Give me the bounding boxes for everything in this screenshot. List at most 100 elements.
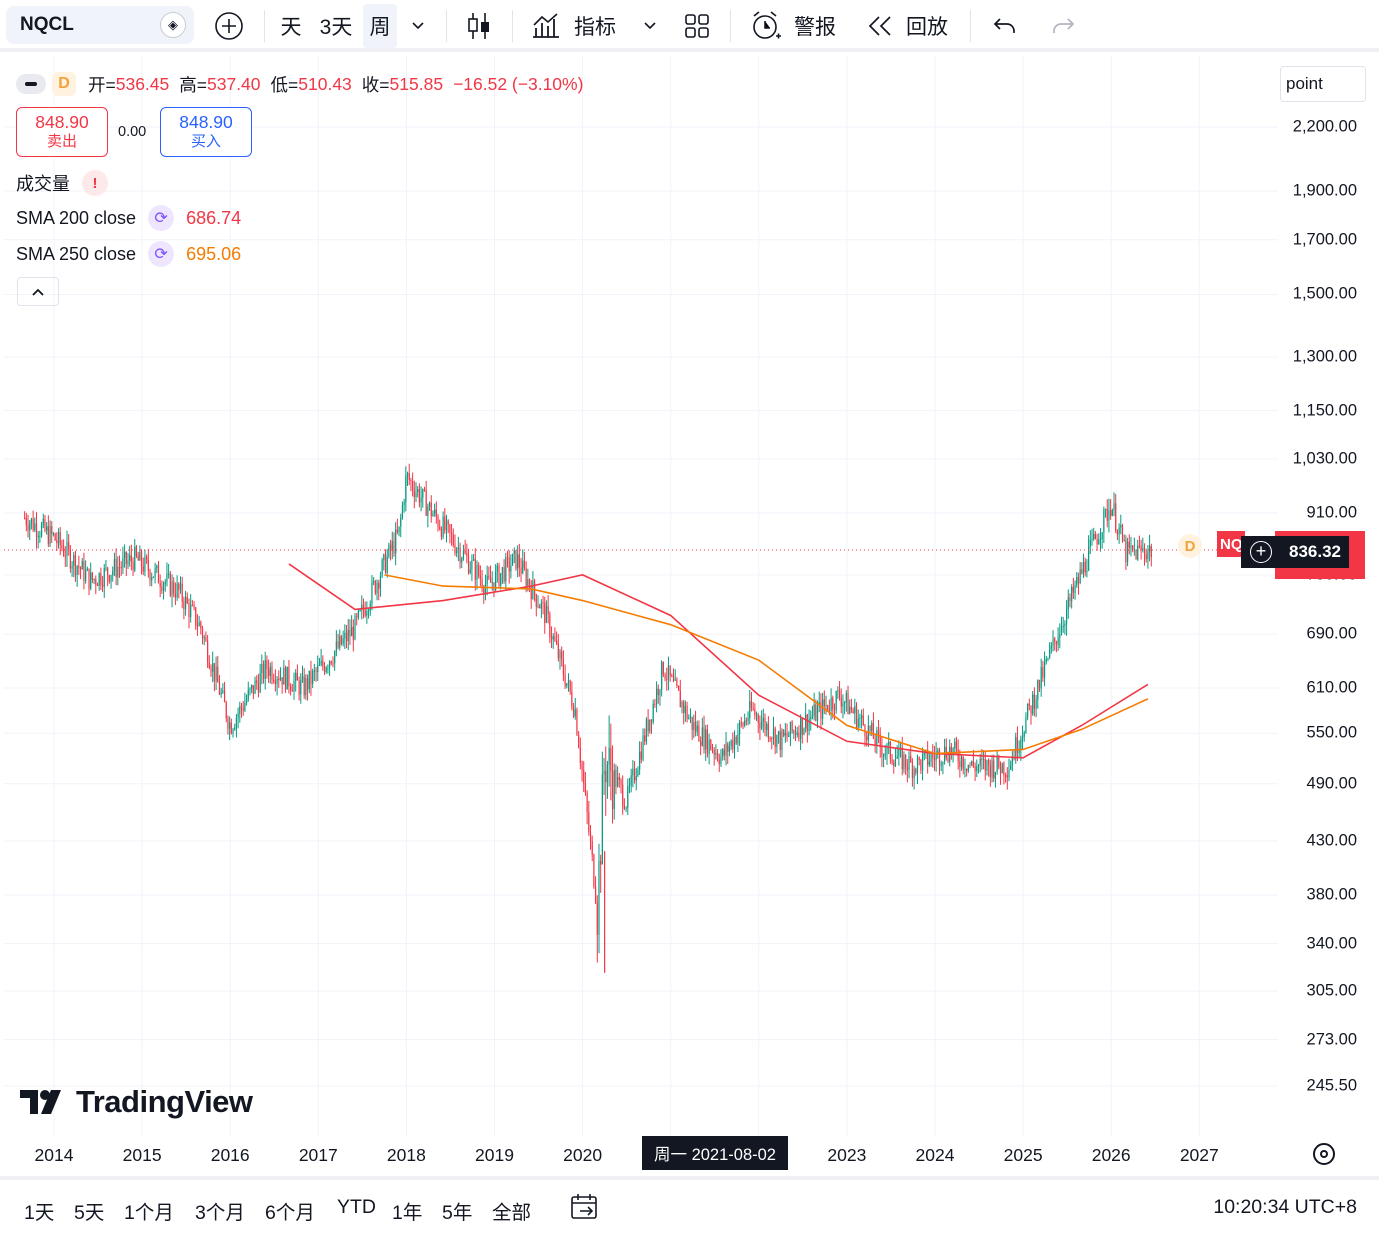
interval-dropdown[interactable] [404, 6, 432, 46]
buy-price: 848.90 [179, 112, 233, 132]
tradingview-watermark[interactable]: TradingView [20, 1084, 253, 1120]
candle-body [1133, 549, 1135, 551]
indicator-name: 成交量 [16, 174, 70, 194]
candle-body [469, 569, 471, 573]
candle-body [647, 719, 649, 732]
chart-pane[interactable] [0, 56, 1379, 1136]
candle-body [725, 743, 727, 756]
candle-body [61, 545, 63, 549]
candle-body [1150, 546, 1152, 557]
collapse-legend-button[interactable] [17, 277, 59, 306]
candle-body [727, 743, 729, 752]
candle-body [1067, 597, 1069, 610]
candle-body [578, 734, 580, 748]
range-button[interactable]: 3个月 [195, 1202, 245, 1224]
time-tick-label: 2019 [475, 1145, 514, 1165]
candle-body [262, 663, 265, 679]
candle-body [738, 722, 741, 734]
time-axis[interactable]: 周一 2021-08-02 2014 2015 2016 2017 2018 2019 20… [0, 1136, 1379, 1172]
candle-body [1108, 510, 1110, 521]
goto-date-button[interactable] [570, 1192, 600, 1227]
candle-body [239, 705, 241, 714]
price-axis[interactable]: 2,200.00 1,900.00 1,700.00 1,500.00 1,300.00… [1278, 56, 1379, 1136]
warning-icon[interactable]: ! [82, 170, 108, 196]
diamond-icon[interactable]: ◈ [160, 12, 186, 38]
candle-body [252, 685, 254, 694]
range-button[interactable]: 1天 [24, 1202, 55, 1224]
candle-body [68, 541, 70, 549]
candle-body [1142, 548, 1144, 550]
candle-body [169, 573, 171, 596]
candle-body [196, 625, 199, 627]
candle-body [618, 777, 620, 781]
candle-body [127, 560, 129, 565]
add-alert-at-price-button[interactable]: + [1241, 536, 1281, 568]
range-button[interactable]: 5年 [442, 1202, 473, 1224]
candle-body [129, 555, 131, 561]
dividend-marker[interactable]: D [1178, 534, 1202, 558]
indicator-volume[interactable]: 成交量 ! [16, 170, 120, 196]
candle-body [708, 739, 710, 754]
undo-button[interactable] [988, 6, 1022, 46]
candle-body [90, 572, 92, 589]
candle-body [283, 667, 285, 685]
interval-1d[interactable]: 天 [280, 16, 302, 39]
legend-toggle-icon[interactable] [16, 74, 46, 94]
indicator-sma250[interactable]: SMA 250 close ⟳ 695.06 [16, 241, 242, 267]
alert-button[interactable]: 警报 [750, 6, 840, 46]
alarm-clock-icon [753, 11, 781, 39]
candle-body [1126, 541, 1129, 563]
range-button[interactable]: 5天 [74, 1202, 105, 1224]
candle-body [44, 518, 46, 531]
range-button[interactable]: 全部 [492, 1202, 532, 1224]
candle-body [783, 730, 785, 736]
range-button[interactable]: 1个月 [124, 1202, 174, 1224]
candle-body [193, 605, 195, 608]
layout-button[interactable] [680, 6, 714, 46]
candle-body [1076, 576, 1078, 585]
price-chart[interactable] [0, 56, 1379, 1136]
candle-body [728, 746, 731, 752]
candle-body [777, 731, 780, 736]
candle-body [403, 502, 405, 505]
refresh-icon[interactable]: ⟳ [148, 241, 175, 267]
candle-body [191, 605, 193, 607]
candle-body [464, 550, 466, 554]
range-button[interactable]: 1年 [392, 1202, 423, 1224]
settings-gear-icon[interactable] [1313, 1143, 1335, 1165]
sell-button[interactable]: 848.90 卖出 [16, 107, 108, 157]
candle-body [971, 761, 973, 766]
candle-body [855, 706, 858, 728]
candle-body [1135, 549, 1137, 560]
interval-3d[interactable]: 3天 [319, 16, 353, 39]
candle-body [242, 708, 244, 711]
unit-label[interactable]: point [1280, 66, 1366, 102]
candle-body [222, 690, 224, 693]
buy-button[interactable]: 848.90 买入 [160, 107, 252, 157]
redo-button[interactable] [1046, 6, 1080, 46]
clock[interactable]: 10:20:34 UTC+8 [1213, 1196, 1357, 1218]
symbol-search[interactable]: NQCL ◈ [6, 6, 194, 44]
sell-label: 卖出 [46, 133, 77, 150]
indicator-value: 695.06 [186, 243, 242, 264]
interval-1w[interactable]: 周 [363, 4, 397, 48]
candle-body [574, 709, 576, 717]
time-tick-label: 2027 [1179, 1145, 1219, 1165]
candle-body [359, 609, 361, 611]
indicator-sma200[interactable]: SMA 200 close ⟳ 686.74 [16, 205, 241, 231]
candle-body [761, 722, 763, 729]
candle-body [176, 583, 178, 598]
chart-type-button[interactable] [460, 6, 498, 46]
candle-body [679, 690, 681, 708]
candle-body [1099, 538, 1102, 540]
refresh-icon[interactable]: ⟳ [148, 205, 175, 231]
indicators-dropdown[interactable] [636, 6, 664, 46]
compare-add-button[interactable] [210, 6, 248, 46]
candle-body [510, 565, 512, 572]
range-button[interactable]: YTD [337, 1196, 376, 1218]
replay-button[interactable]: 回放 [866, 6, 952, 46]
candle-body [974, 766, 976, 772]
candle-body [415, 491, 417, 498]
indicators-button[interactable]: 指标 [530, 6, 630, 46]
range-button[interactable]: 6个月 [265, 1202, 315, 1224]
